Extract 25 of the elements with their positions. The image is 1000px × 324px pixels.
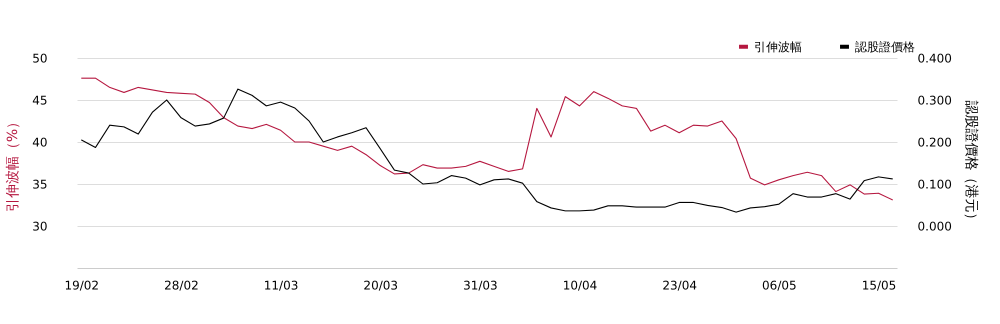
line-series bbox=[80, 78, 894, 201]
legend-label: 引伸波幅 bbox=[754, 40, 802, 54]
y-tick-label: 30 bbox=[32, 220, 48, 234]
y-tick-label: 35 bbox=[32, 178, 48, 192]
y2-tick-label: 0.000 bbox=[918, 220, 952, 234]
x-tick-label: 10/04 bbox=[562, 278, 598, 292]
y2-tick-label: 0.400 bbox=[918, 52, 952, 66]
y2-tick-label: 0.300 bbox=[918, 94, 952, 108]
x-tick-label: 15/05 bbox=[862, 278, 896, 292]
legend-label: 認股證價格 bbox=[855, 40, 915, 54]
y-tick-label: 50 bbox=[32, 52, 48, 66]
x-tick-label: 28/02 bbox=[164, 278, 199, 292]
x-tick-label: 31/03 bbox=[463, 278, 498, 292]
y2-tick-label: 0.100 bbox=[918, 178, 952, 192]
x-tick-label: 23/04 bbox=[662, 278, 697, 292]
y2-axis-title: 認股證價格（港元） bbox=[962, 100, 979, 226]
line-series bbox=[80, 88, 894, 213]
x-tick-label: 11/03 bbox=[264, 278, 298, 292]
x-tick-label: 19/02 bbox=[64, 278, 100, 292]
y-axis-title: 引伸波幅（%） bbox=[5, 114, 22, 212]
y2-tick-label: 0.200 bbox=[918, 136, 952, 150]
y-tick-label: 40 bbox=[32, 136, 48, 150]
x-tick-label: 06/05 bbox=[762, 278, 797, 292]
y-tick-label: 45 bbox=[32, 94, 48, 108]
x-tick-label: 20/03 bbox=[363, 278, 398, 292]
